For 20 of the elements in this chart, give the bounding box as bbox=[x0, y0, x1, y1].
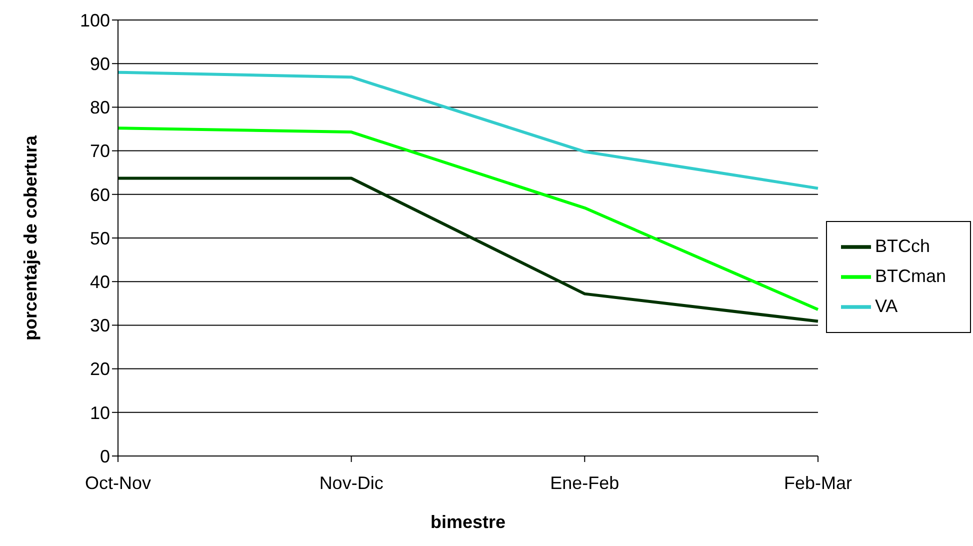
legend-label: VA bbox=[874, 296, 898, 316]
y-tick-label: 20 bbox=[90, 359, 110, 380]
y-tick-label: 80 bbox=[90, 98, 110, 118]
legend-label: BTCch bbox=[874, 236, 930, 256]
y-tick-label: 70 bbox=[90, 141, 110, 162]
y-tick-label: 40 bbox=[90, 272, 110, 292]
x-tick-label: Oct-Nov bbox=[84, 472, 152, 493]
x-tick-label: Nov-Dic bbox=[319, 472, 384, 493]
legend-label: BTCman bbox=[874, 266, 946, 286]
y-tick-label: 50 bbox=[90, 228, 110, 248]
y-axis-title: porcentaje de cobertura bbox=[20, 134, 40, 341]
y-tick-label: 0 bbox=[100, 446, 110, 466]
y-tick-label: 90 bbox=[90, 54, 110, 74]
x-axis-title: bimestre bbox=[430, 512, 506, 532]
y-tick-label: 100 bbox=[80, 10, 110, 30]
y-tick-label: 60 bbox=[90, 184, 110, 205]
y-tick-label: 10 bbox=[90, 402, 110, 423]
y-tick-label: 30 bbox=[90, 316, 110, 336]
x-tick-label: Feb-Mar bbox=[784, 472, 852, 493]
x-tick-label: Ene-Feb bbox=[550, 472, 620, 493]
